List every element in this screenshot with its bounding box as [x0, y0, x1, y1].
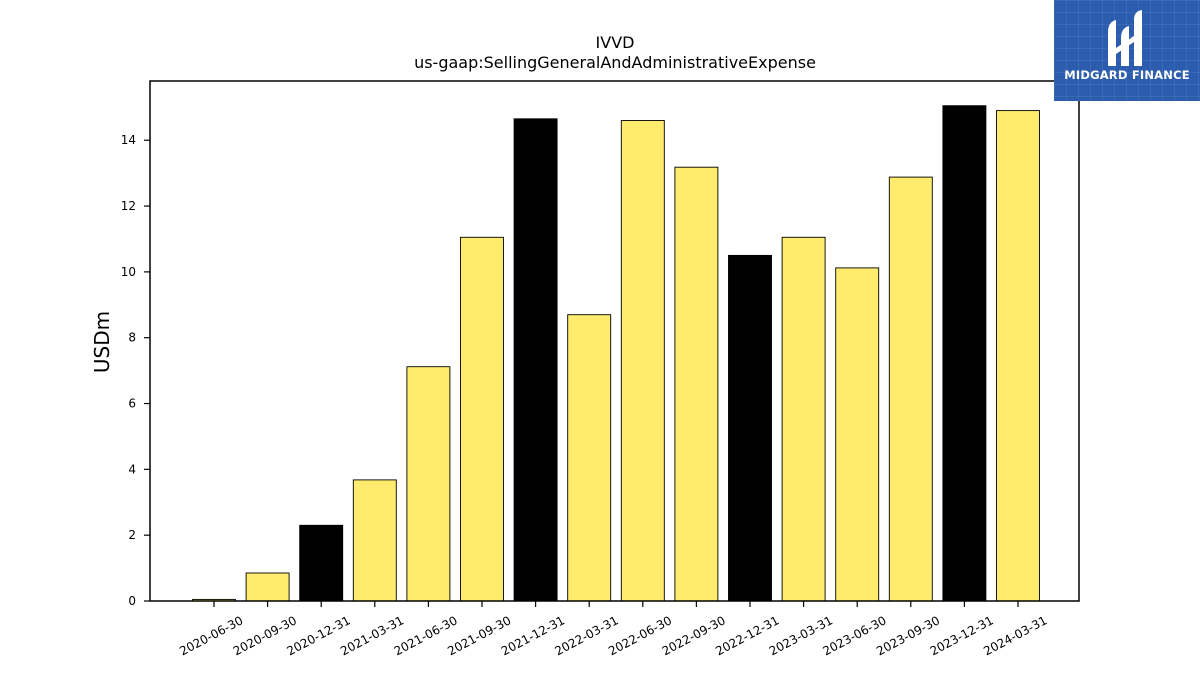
plot-frame: [149, 80, 1080, 602]
logo-wordmark: MIDGARD FINANCE: [1064, 68, 1190, 82]
bar-2023-06-30: [835, 267, 880, 602]
bar-2020-12-31: [299, 524, 344, 602]
y-tick-label: 8: [128, 331, 136, 345]
bar-2021-12-31: [513, 118, 558, 602]
y-tick-label: 2: [128, 528, 136, 542]
y-tick-label: 14: [121, 133, 136, 147]
bar-2023-09-30: [888, 176, 933, 602]
bars-group: [192, 105, 1040, 602]
y-axis-label: USDm: [90, 311, 114, 373]
y-tick-label: 6: [128, 397, 136, 411]
chart-title: IVVD: [596, 33, 635, 52]
bar-2024-03-31: [996, 110, 1040, 602]
bar-2022-12-31: [728, 254, 772, 602]
midgard-finance-logo: MIDGARD FINANCE: [1054, 0, 1200, 101]
bar-2021-09-30: [460, 236, 504, 602]
bar-2022-09-30: [674, 166, 719, 602]
bar-2022-06-30: [620, 120, 665, 602]
x-ticks-group: 2020-06-302020-09-302020-12-312021-03-31…: [177, 601, 1049, 658]
bar-2022-03-31: [567, 314, 612, 602]
y-tick-label: 4: [128, 462, 136, 476]
bar-2021-03-31: [352, 479, 397, 602]
bar-2021-06-30: [406, 366, 451, 602]
bar-2023-03-31: [781, 236, 826, 602]
bar-2023-12-31: [942, 105, 987, 602]
y-ticks-group: 0 2 4 6 8 10 12 14: [121, 133, 150, 608]
chart-subtitle: us-gaap:SellingGeneralAndAdministrativeE…: [414, 53, 816, 72]
bar-2020-09-30: [245, 572, 290, 602]
y-tick-label: 12: [121, 199, 136, 213]
y-tick-label: 10: [121, 265, 136, 279]
midgard-logo-icon: [1108, 10, 1142, 66]
y-tick-label: 0: [128, 594, 136, 608]
